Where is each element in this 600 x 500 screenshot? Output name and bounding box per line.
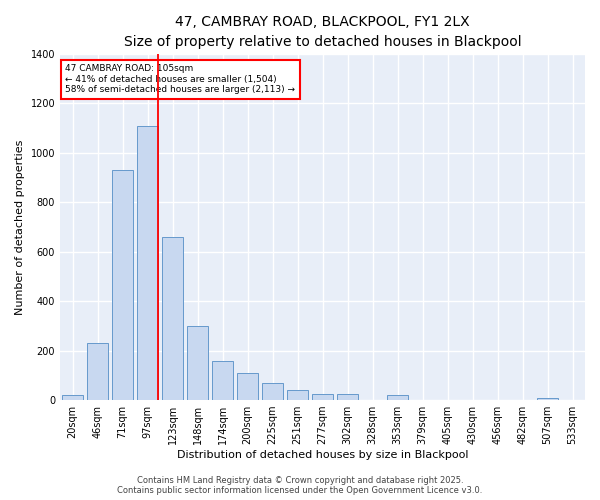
Bar [312,394,333,400]
Title: 47, CAMBRAY ROAD, BLACKPOOL, FY1 2LX
Size of property relative to detached house: 47, CAMBRAY ROAD, BLACKPOOL, FY1 2LX Siz… [124,15,521,48]
Bar [137,126,158,400]
Bar [212,360,233,400]
Bar [337,394,358,400]
Bar [187,326,208,400]
Y-axis label: Number of detached properties: Number of detached properties [15,140,25,314]
X-axis label: Distribution of detached houses by size in Blackpool: Distribution of detached houses by size … [177,450,468,460]
Text: Contains HM Land Registry data © Crown copyright and database right 2025.
Contai: Contains HM Land Registry data © Crown c… [118,476,482,495]
Bar [237,373,258,400]
Bar [387,395,408,400]
Bar [112,170,133,400]
Bar [287,390,308,400]
Bar [62,395,83,400]
Bar [162,237,183,400]
Bar [262,383,283,400]
Bar [87,343,108,400]
Text: 47 CAMBRAY ROAD: 105sqm
← 41% of detached houses are smaller (1,504)
58% of semi: 47 CAMBRAY ROAD: 105sqm ← 41% of detache… [65,64,295,94]
Bar [537,398,558,400]
